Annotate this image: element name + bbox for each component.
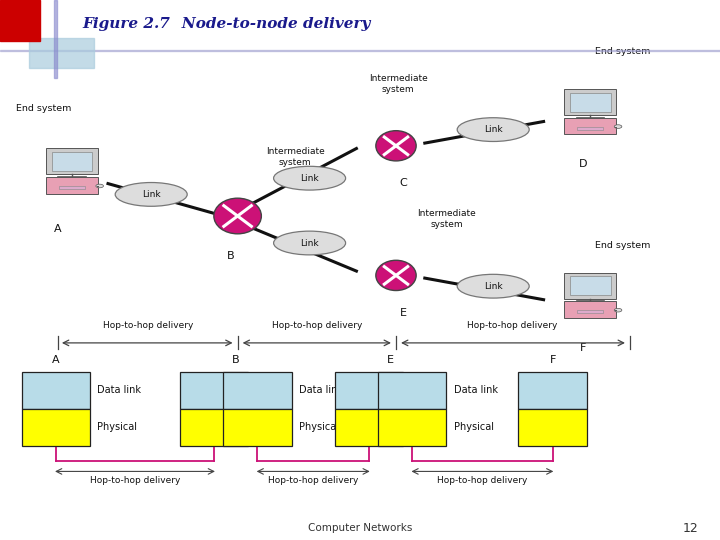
Text: B: B [227, 251, 234, 261]
Text: Figure 2.7: Figure 2.7 [83, 17, 171, 31]
Text: 12: 12 [683, 522, 698, 535]
Bar [378, 372, 446, 409]
Text: A: A [54, 224, 61, 234]
Bar [52, 152, 92, 171]
Text: F: F [549, 355, 556, 365]
Ellipse shape [115, 183, 187, 206]
Bar [223, 409, 292, 446]
Ellipse shape [457, 274, 529, 298]
Bar [518, 409, 587, 446]
Text: Link: Link [300, 239, 319, 247]
Text: Intermediate
system: Intermediate system [417, 208, 476, 229]
Text: E: E [400, 308, 407, 318]
Bar [22, 409, 90, 446]
Circle shape [214, 198, 261, 234]
Text: A: A [52, 355, 60, 365]
Text: Physical: Physical [97, 422, 138, 432]
Bar [570, 276, 611, 295]
Bar [46, 148, 98, 174]
Ellipse shape [614, 125, 622, 129]
Ellipse shape [457, 118, 529, 141]
Bar [29, 38, 94, 68]
Bar [54, 0, 57, 78]
Bar [564, 118, 616, 134]
Text: Link: Link [300, 174, 319, 183]
Ellipse shape [274, 166, 346, 190]
Bar [378, 409, 446, 446]
Text: Hop-to-hop delivery: Hop-to-hop delivery [467, 321, 557, 330]
Bar [570, 93, 611, 112]
Bar [335, 409, 403, 446]
Text: Data link: Data link [299, 386, 343, 395]
Ellipse shape [614, 308, 622, 312]
Text: Intermediate
system: Intermediate system [369, 73, 428, 94]
Text: Hop-to-hop delivery: Hop-to-hop delivery [437, 476, 528, 485]
Text: B: B [232, 355, 240, 365]
Text: Hop-to-hop delivery: Hop-to-hop delivery [103, 321, 194, 330]
Text: Node-to-node delivery: Node-to-node delivery [166, 17, 370, 31]
Text: Link: Link [484, 282, 503, 291]
Text: C: C [400, 178, 407, 188]
Text: Physical: Physical [299, 422, 339, 432]
Bar [180, 409, 248, 446]
Text: Computer Networks: Computer Networks [308, 523, 412, 533]
Bar [577, 310, 603, 313]
Circle shape [376, 131, 416, 161]
Bar [577, 126, 603, 130]
Text: Data link: Data link [454, 386, 498, 395]
Text: Intermediate
system: Intermediate system [266, 146, 325, 167]
Text: End system: End system [595, 47, 650, 56]
Bar [59, 186, 85, 189]
Text: D: D [579, 159, 588, 170]
Text: Hop-to-hop delivery: Hop-to-hop delivery [90, 476, 180, 485]
Bar [335, 372, 403, 409]
Text: Link: Link [142, 190, 161, 199]
Bar [0, 50, 720, 51]
Bar [46, 177, 98, 194]
Text: Hop-to-hop delivery: Hop-to-hop delivery [268, 476, 359, 485]
Ellipse shape [96, 184, 104, 188]
Text: Data link: Data link [97, 386, 141, 395]
Text: Hop-to-hop delivery: Hop-to-hop delivery [271, 321, 362, 330]
Bar [0, 0, 40, 40]
Bar [564, 301, 616, 318]
Bar [564, 89, 616, 115]
Text: F: F [580, 343, 586, 353]
Ellipse shape [274, 231, 346, 255]
Bar [22, 372, 90, 409]
Bar [180, 372, 248, 409]
Circle shape [376, 260, 416, 291]
Text: Physical: Physical [454, 422, 494, 432]
Bar [518, 372, 587, 409]
Text: E: E [387, 355, 394, 365]
Text: Link: Link [484, 125, 503, 134]
Text: End system: End system [16, 104, 71, 113]
Bar [564, 273, 616, 299]
Bar [223, 372, 292, 409]
Text: End system: End system [595, 241, 650, 251]
